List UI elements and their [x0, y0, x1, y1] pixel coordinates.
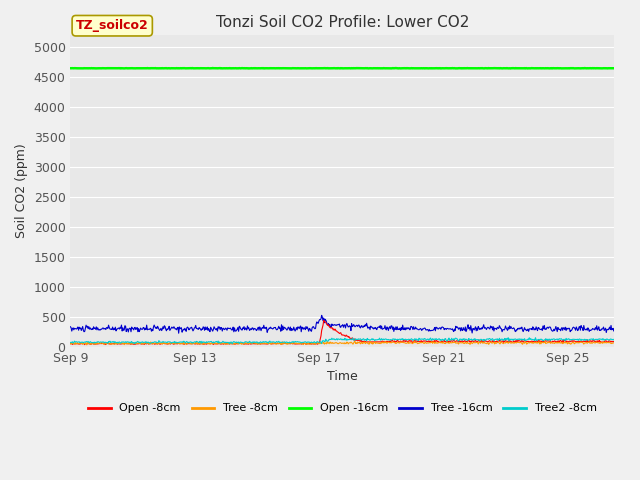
- Legend: Open -8cm, Tree -8cm, Open -16cm, Tree -16cm, Tree2 -8cm: Open -8cm, Tree -8cm, Open -16cm, Tree -…: [84, 399, 601, 418]
- Y-axis label: Soil CO2 (ppm): Soil CO2 (ppm): [15, 144, 28, 239]
- X-axis label: Time: Time: [327, 370, 358, 383]
- Title: Tonzi Soil CO2 Profile: Lower CO2: Tonzi Soil CO2 Profile: Lower CO2: [216, 15, 469, 30]
- Text: TZ_soilco2: TZ_soilco2: [76, 19, 148, 32]
